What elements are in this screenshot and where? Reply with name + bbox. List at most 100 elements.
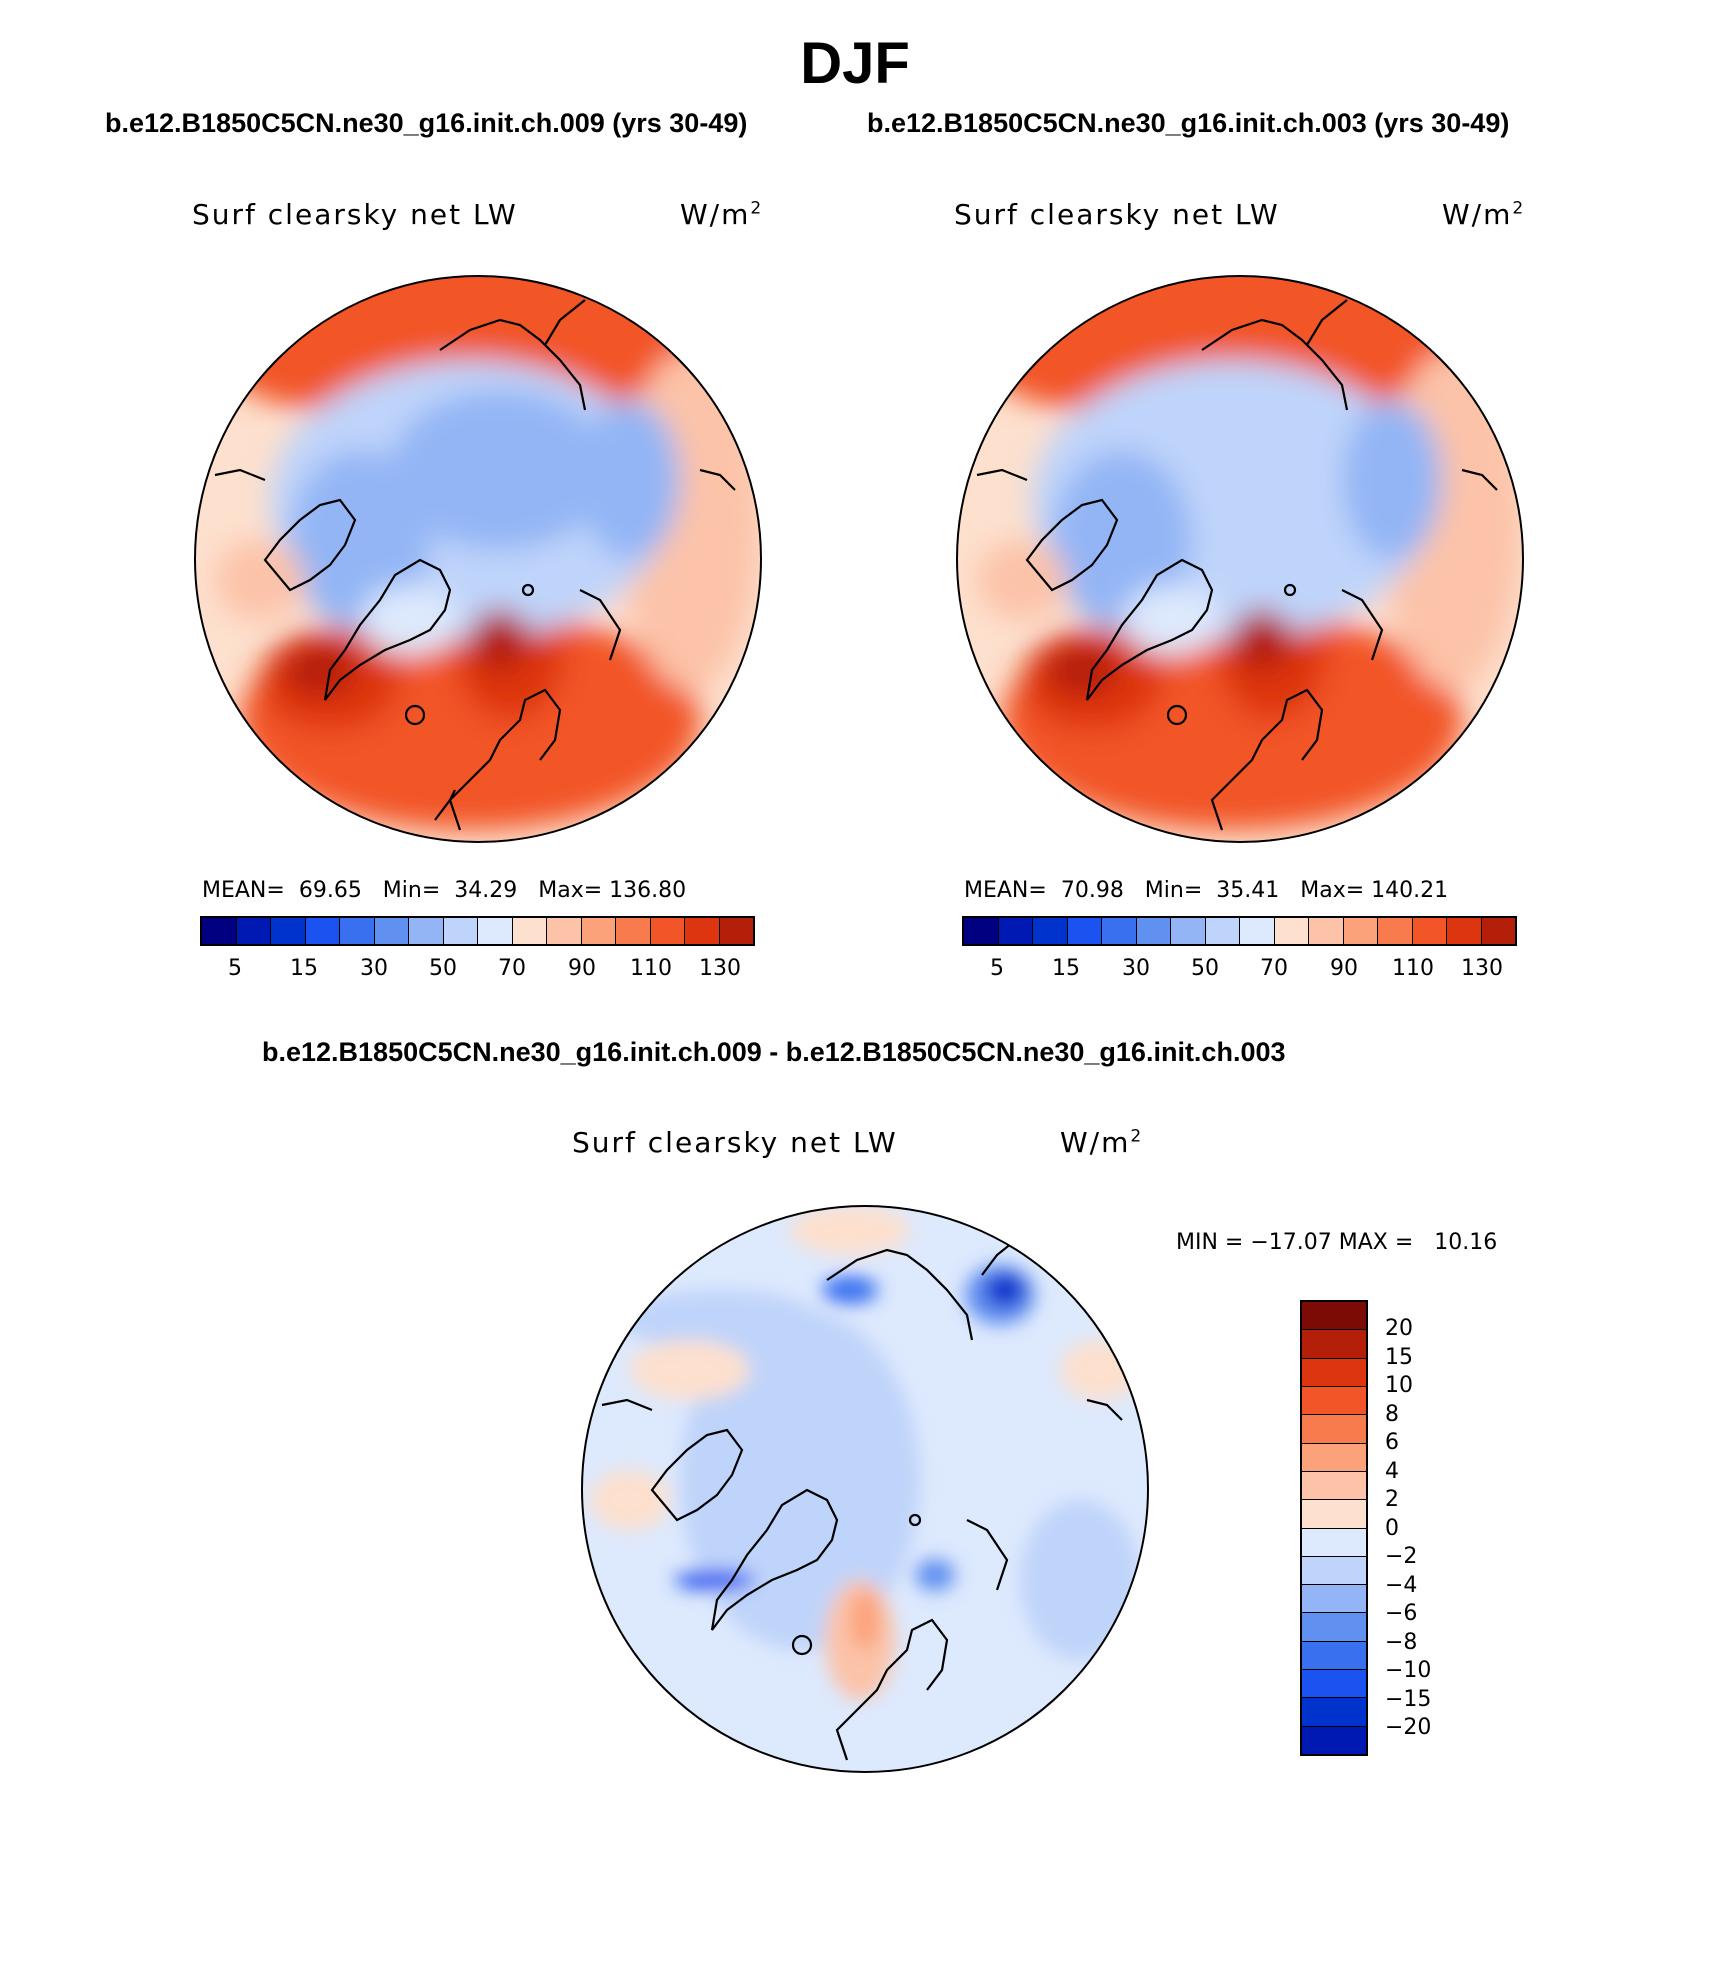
- colorbar-tick: 110: [630, 956, 672, 981]
- colorbar-tick: −6: [1385, 1601, 1418, 1626]
- units-base: W/m: [1442, 198, 1513, 231]
- colorbar-tick: 90: [568, 956, 596, 981]
- diff-units: W/m2: [1060, 1126, 1143, 1159]
- colorbar-swatch: [1302, 1528, 1366, 1557]
- colorbar-swatch: [1302, 1471, 1366, 1501]
- colorbar-swatch: [1481, 918, 1515, 944]
- colorbar-swatch: [1343, 918, 1378, 944]
- colorbar-tick: 130: [699, 956, 741, 981]
- map3-region-cold-barents: [915, 1559, 955, 1591]
- colorbar-swatch: [964, 918, 999, 944]
- colorbar-swatch: [1378, 918, 1413, 944]
- colorbar-swatch: [1302, 1386, 1366, 1416]
- colorbar-tick: 30: [360, 956, 388, 981]
- map3-region-max: [850, 1590, 880, 1650]
- colorbar-swatch: [581, 918, 616, 944]
- units-exp: 2: [1130, 1126, 1144, 1147]
- panel1-stats: MEAN= 69.65 Min= 34.29 Max= 136.80: [202, 878, 686, 903]
- map3-region-bering-warm: [790, 1206, 910, 1255]
- map3-coastlines: [601, 1234, 1123, 1761]
- max-value: 136.80: [609, 878, 687, 903]
- min-value: 35.41: [1216, 878, 1280, 903]
- map3-region-alaska-warm: [590, 1470, 670, 1530]
- colorbar-swatch: [1302, 1358, 1366, 1387]
- figure-title: DJF: [800, 31, 910, 96]
- colorbar-swatch: [1136, 918, 1171, 944]
- map3-region-cold-baffin: [675, 1570, 755, 1590]
- map2-region-greenland: [1122, 585, 1222, 655]
- colorbar-tick: −10: [1385, 1658, 1432, 1683]
- panel1-units: W/m2: [680, 198, 763, 231]
- colorbar-swatch: [1302, 1613, 1366, 1642]
- colorbar-swatch: [374, 918, 409, 944]
- colorbar-swatch: [616, 918, 651, 944]
- map3-boundary: [581, 1205, 1149, 1773]
- colorbar-swatch: [547, 918, 582, 944]
- map1-region-central-arctic: [390, 390, 610, 550]
- colorbar-tick: 50: [1191, 956, 1219, 981]
- diff-colorbar-ticks: 20 15 10 8 6 4 2 0 −2 −4 −6 −8 −10 −15 −…: [1385, 1300, 1475, 1756]
- panel2-var-title: Surf clearsky net LW: [954, 198, 1280, 231]
- colorbar-tick: 10: [1385, 1373, 1413, 1398]
- map1-region-max2: [470, 610, 530, 670]
- panel1-colorbar: [200, 916, 755, 946]
- map2-region-canadian-arch: [1052, 450, 1192, 630]
- map1-region-alaska: [215, 540, 305, 620]
- panel2-colorbar: [962, 916, 1517, 946]
- map1-region-canadian-arch: [290, 450, 430, 630]
- map2-region-max2: [1232, 610, 1292, 670]
- min-label: Min=: [1144, 878, 1203, 903]
- map2-region-alaska: [977, 540, 1067, 620]
- colorbar-swatch: [443, 918, 478, 944]
- mean-value: 70.98: [1060, 878, 1124, 903]
- diff-colorbar: [1300, 1300, 1368, 1756]
- colorbar-swatch: [1302, 1670, 1366, 1699]
- colorbar-tick: 4: [1385, 1459, 1399, 1484]
- colorbar-tick: 15: [290, 956, 318, 981]
- colorbar-swatch: [1302, 1443, 1366, 1472]
- colorbar-swatch: [1302, 1726, 1366, 1754]
- colorbar-swatch: [1274, 918, 1309, 944]
- panel2-units: W/m2: [1442, 198, 1525, 231]
- colorbar-swatch: [305, 918, 340, 944]
- diff-title: b.e12.B1850C5CN.ne30_g16.init.ch.009 - b…: [262, 1037, 1286, 1067]
- colorbar-swatch: [1302, 1556, 1366, 1586]
- colorbar-swatch: [1302, 1585, 1366, 1614]
- map1-boundary: [194, 275, 762, 843]
- min-value: 34.29: [454, 878, 518, 903]
- colorbar-swatch: [478, 918, 513, 944]
- colorbar-swatch: [1302, 1698, 1366, 1727]
- colorbar-tick: 8: [1385, 1402, 1399, 1427]
- map2-boundary: [956, 275, 1524, 843]
- map1-coastlines: [214, 299, 736, 831]
- colorbar-swatch: [1171, 918, 1206, 944]
- colorbar-tick: 6: [1385, 1430, 1399, 1455]
- max-label: Max=: [1300, 878, 1365, 903]
- units-exp: 2: [750, 198, 764, 219]
- panel1-var-title: Surf clearsky net LW: [192, 198, 518, 231]
- colorbar-swatch: [1033, 918, 1068, 944]
- colorbar-tick: 5: [228, 956, 242, 981]
- colorbar-swatch: [1302, 1500, 1366, 1529]
- colorbar-swatch: [719, 918, 753, 944]
- map2-region-central-arctic: [1152, 390, 1372, 550]
- map3-region-cold-siberia: [822, 1276, 878, 1304]
- mean-value: 69.65: [298, 878, 362, 903]
- colorbar-tick: −8: [1385, 1630, 1418, 1655]
- colorbar-swatch: [1302, 1302, 1366, 1331]
- colorbar-swatch: [409, 918, 444, 944]
- colorbar-swatch: [1302, 1415, 1366, 1444]
- colorbar-swatch: [1240, 918, 1275, 944]
- colorbar-swatch: [1447, 918, 1482, 944]
- diff-polar-map: [582, 1206, 1148, 1772]
- panel2-colorbar-ticks: 5 15 30 50 70 90 110 130: [962, 956, 1517, 986]
- diff-var-title: Surf clearsky net LW: [572, 1126, 898, 1159]
- colorbar-tick: −20: [1385, 1715, 1432, 1740]
- colorbar-tick: −2: [1385, 1544, 1418, 1569]
- map3-region-min: [985, 1273, 1025, 1307]
- panel2-case-title: b.e12.B1850C5CN.ne30_g16.init.ch.003 (yr…: [867, 108, 1510, 138]
- colorbar-swatch: [998, 918, 1033, 944]
- mean-label: MEAN=: [202, 878, 285, 903]
- panel1-polar-map: [195, 276, 761, 842]
